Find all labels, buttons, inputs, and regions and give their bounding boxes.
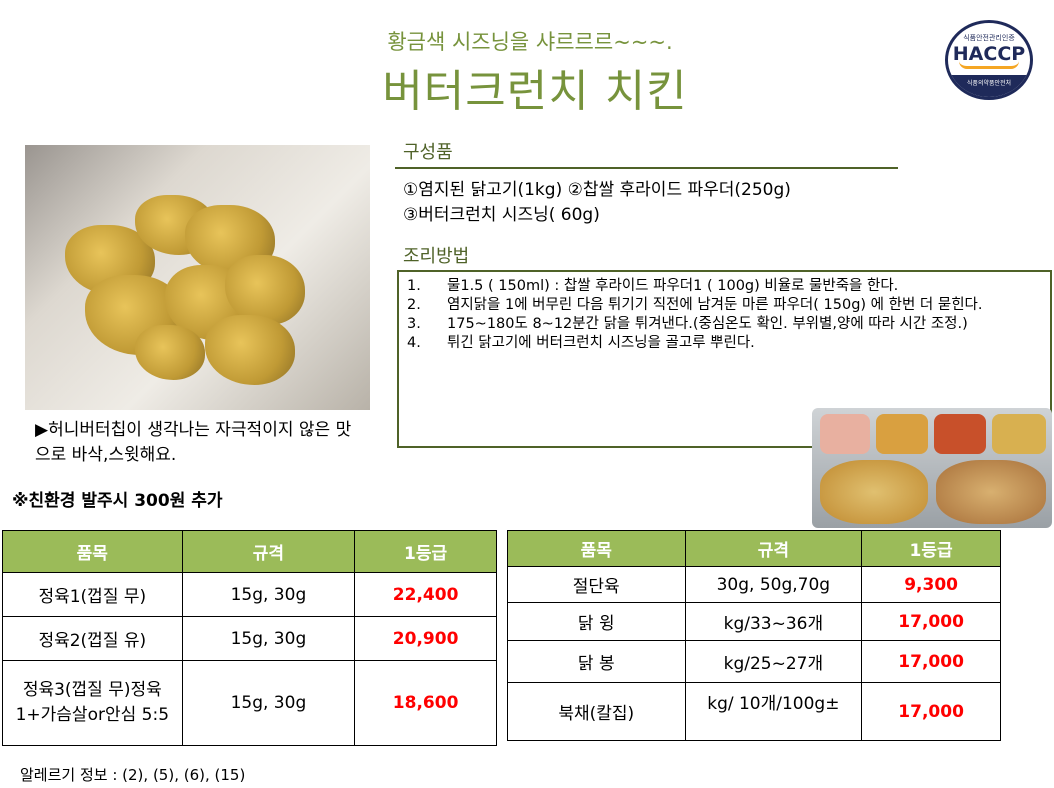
table-row: 정육1(껍질 무) 15g, 30g 22,400 — [2, 572, 497, 617]
spec-cell: 15g, 30g — [181, 616, 356, 661]
col-header: 1등급 — [354, 530, 497, 573]
method-heading: 조리방법 — [403, 246, 470, 267]
item-cell: 북채(칼집) — [507, 682, 686, 741]
chicken-photo — [25, 145, 370, 410]
method-step: 1. 물1.5 ( 150ml) : 찹쌀 후라이드 파우더1 ( 100g) 비… — [407, 277, 1042, 295]
price-cell: 18,600 — [354, 660, 497, 746]
table-row: 닭 봉 kg/25~27개 17,000 — [507, 640, 1001, 683]
spec-cell: 30g, 50g,70g — [684, 566, 863, 603]
price-cell: 17,000 — [861, 640, 1001, 683]
spec-cell: 15g, 30g — [181, 572, 356, 617]
item-cell: 닭 윙 — [507, 602, 686, 641]
logo-smile-arc — [959, 61, 1019, 69]
step-number: 2. — [407, 297, 421, 313]
spec-cell: kg/33~36개 — [684, 602, 863, 641]
step-number: 3. — [407, 316, 421, 332]
step-text: 튀긴 닭고기에 버터크런치 시즈닝을 골고루 뿌린다. — [447, 335, 755, 351]
divider — [395, 167, 898, 169]
price-cell: 17,000 — [861, 682, 1001, 741]
spec-cell: kg/ 10개/100g± — [684, 682, 863, 741]
step-text: 물1.5 ( 150ml) : 찹쌀 후라이드 파우더1 ( 100g) 비율로… — [447, 278, 899, 294]
method-step: 3. 175~180도 8~12분간 닭을 튀겨낸다.(중심온도 확인. 부위별,… — [407, 315, 1042, 333]
price-cell: 17,000 — [861, 602, 1001, 641]
item-cell: 정육1(껍질 무) — [2, 572, 183, 617]
subtitle: 황금색 시즈닝을 샤르르르~~~. — [387, 30, 673, 54]
col-header: 1등급 — [861, 530, 1001, 567]
logo-bottom-text: 식품의약품안전처 — [948, 75, 1030, 97]
table-row: 북채(칼집) kg/ 10개/100g± 17,000 — [507, 682, 1001, 741]
table-row: 정육3(껍질 무)정육1+가슴살or안심 5:5 15g, 30g 18,600 — [2, 660, 497, 746]
method-step: 4. 튀긴 닭고기에 버터크런치 시즈닝을 골고루 뿌린다. — [407, 334, 1042, 352]
method-step: 2. 염지닭을 1에 버무린 다음 튀기기 직전에 남겨둔 마른 파우더( 150… — [407, 296, 1042, 314]
price-table-1: 품목 규격 1등급 정육1(껍질 무) 15g, 30g 22,400 정육2(껍질 유… — [2, 530, 497, 746]
method-box: 1. 물1.5 ( 150ml) : 찹쌀 후라이드 파우더1 ( 100g) 비… — [397, 270, 1052, 448]
logo-main-text: HACCP — [952, 43, 1026, 65]
price-cell: 9,300 — [861, 566, 1001, 603]
haccp-logo: 식품안전관리인증 HACCP 식품의약품안전처 — [945, 20, 1033, 100]
step-text: 175~180도 8~12분간 닭을 튀겨낸다.(중심온도 확인. 부위별,양에… — [447, 316, 968, 332]
col-header: 품목 — [2, 530, 183, 573]
photo-caption: ▶허니버터칩이 생각나는 자극적이지 않은 맛으로 바삭,스윗해요. — [35, 420, 352, 465]
step-text: 염지닭을 1에 버무린 다음 튀기기 직전에 남겨둔 마른 파우더( 150g)… — [447, 297, 983, 313]
price-cell: 20,900 — [354, 616, 497, 661]
logo-top-text: 식품안전관리인증 — [963, 34, 1015, 42]
meal-tray-photo — [812, 408, 1052, 528]
item-cell: 절단육 — [507, 566, 686, 603]
step-number: 4. — [407, 335, 421, 351]
allergy-info: 알레르기 정보 : (2), (5), (6), (15) — [20, 766, 246, 784]
col-header: 규격 — [684, 530, 863, 567]
eco-note: ※친환경 발주시 300원 추가 — [12, 491, 223, 511]
table-row: 정육2(껍질 유) 15g, 30g 20,900 — [2, 616, 497, 661]
item-cell: 정육2(껍질 유) — [2, 616, 183, 661]
item-cell: 정육3(껍질 무)정육1+가슴살or안심 5:5 — [2, 660, 183, 746]
spec-cell: 15g, 30g — [181, 660, 356, 746]
table-row: 닭 윙 kg/33~36개 17,000 — [507, 602, 1001, 641]
components-line-2: ③버터크런치 시즈닝( 60g) — [403, 205, 600, 225]
table-row: 절단육 30g, 50g,70g 9,300 — [507, 566, 1001, 603]
col-header: 규격 — [181, 530, 356, 573]
page-title: 버터크런치 치킨 — [382, 66, 688, 117]
price-cell: 22,400 — [354, 572, 497, 617]
components-line-1: ①염지된 닭고기(1kg) ②찹쌀 후라이드 파우더(250g) — [403, 180, 791, 200]
col-header: 품목 — [507, 530, 686, 567]
item-cell: 닭 봉 — [507, 640, 686, 683]
price-table-2: 품목 규격 1등급 절단육 30g, 50g,70g 9,300 닭 윙 kg/33~36… — [507, 530, 1001, 741]
components-heading: 구성품 — [403, 142, 453, 163]
spec-cell: kg/25~27개 — [684, 640, 863, 683]
step-number: 1. — [407, 278, 421, 294]
